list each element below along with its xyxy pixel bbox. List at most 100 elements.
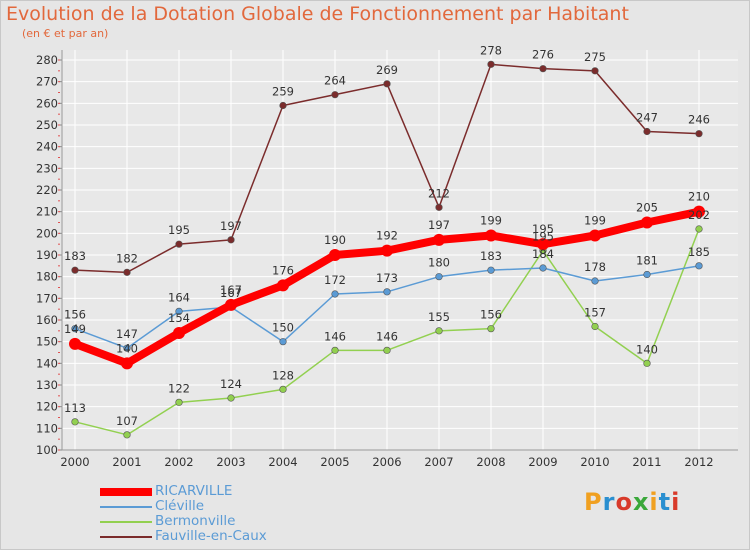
data-point xyxy=(175,307,183,315)
data-point xyxy=(695,262,703,270)
legend-swatch xyxy=(100,487,152,496)
y-tick-label: 110 xyxy=(36,421,58,435)
data-label: 113 xyxy=(64,401,86,415)
data-label: 183 xyxy=(480,249,502,263)
y-tick-label: 280 xyxy=(36,53,58,67)
data-point xyxy=(123,431,131,439)
data-label: 195 xyxy=(168,223,190,237)
data-point xyxy=(695,225,703,233)
data-point xyxy=(279,385,287,393)
data-label: 199 xyxy=(584,214,606,228)
x-tick-label: 2002 xyxy=(164,455,193,469)
data-label: 197 xyxy=(220,219,242,233)
legend-swatch xyxy=(100,535,152,538)
data-point xyxy=(487,325,495,333)
data-point xyxy=(643,270,651,279)
data-point xyxy=(539,264,547,272)
y-tick-label: 120 xyxy=(36,400,58,414)
data-point xyxy=(123,268,131,276)
logo-letter: o xyxy=(615,488,633,516)
data-point xyxy=(277,279,289,292)
logo-letter: P xyxy=(584,488,603,516)
data-label: 192 xyxy=(376,229,398,243)
data-label: 182 xyxy=(116,251,138,265)
data-label: 184 xyxy=(532,247,554,261)
y-tick-label: 200 xyxy=(36,226,58,240)
data-point xyxy=(383,288,391,296)
data-label: 156 xyxy=(64,308,86,322)
x-tick-label: 2001 xyxy=(112,455,141,469)
data-label: 269 xyxy=(376,63,398,77)
data-point xyxy=(487,266,495,274)
data-point xyxy=(693,205,705,218)
y-tick-label: 130 xyxy=(36,378,58,392)
data-point xyxy=(383,346,391,354)
data-point xyxy=(331,91,339,99)
y-tick-label: 100 xyxy=(36,443,58,457)
logo-letter: x xyxy=(632,488,650,516)
data-point xyxy=(227,394,235,402)
y-tick-label: 210 xyxy=(36,205,58,219)
data-point xyxy=(175,398,183,406)
data-label: 147 xyxy=(116,327,138,341)
y-tick-label: 150 xyxy=(36,335,58,349)
data-label: 210 xyxy=(688,190,710,204)
data-label: 190 xyxy=(324,233,346,247)
data-point xyxy=(487,60,495,68)
chart-title: Evolution de la Dotation Globale de Fonc… xyxy=(6,3,629,25)
data-label: 183 xyxy=(64,249,86,263)
data-label: 150 xyxy=(272,321,294,335)
x-tick-label: 2003 xyxy=(216,455,245,469)
data-point xyxy=(71,325,79,333)
data-point xyxy=(331,346,339,354)
data-point xyxy=(121,357,133,370)
data-label: 172 xyxy=(324,273,346,287)
data-label: 149 xyxy=(64,322,86,336)
data-label: 205 xyxy=(636,201,658,215)
data-label: 246 xyxy=(688,113,710,127)
data-label: 154 xyxy=(168,311,190,325)
data-point xyxy=(69,337,81,350)
data-point xyxy=(329,249,341,261)
legend-label: Bermonville xyxy=(155,513,236,529)
data-point xyxy=(435,273,443,281)
data-point xyxy=(591,67,599,75)
data-point xyxy=(227,236,235,244)
data-label: 146 xyxy=(324,329,346,343)
data-point xyxy=(71,266,79,274)
data-point xyxy=(643,127,651,136)
logo-letter: t xyxy=(658,488,672,516)
data-label: 124 xyxy=(220,377,242,391)
data-point xyxy=(591,322,599,331)
data-point xyxy=(641,216,653,229)
data-point xyxy=(279,338,287,346)
chart-subtitle: (en € et par an) xyxy=(22,27,109,40)
data-label: 176 xyxy=(272,263,294,277)
data-point xyxy=(279,101,287,110)
y-tick-label: 160 xyxy=(36,313,58,327)
data-label: 199 xyxy=(480,214,502,228)
logo-letter: r xyxy=(602,488,616,516)
data-label: 164 xyxy=(168,290,190,304)
data-label: 156 xyxy=(480,308,502,322)
data-point xyxy=(695,130,703,138)
data-point xyxy=(173,327,185,339)
data-label: 264 xyxy=(324,74,346,88)
data-label: 181 xyxy=(636,254,658,268)
data-point xyxy=(643,359,651,367)
data-point xyxy=(539,65,547,73)
logo-letter: i xyxy=(671,488,681,516)
x-tick-label: 2000 xyxy=(60,455,89,469)
data-label: 122 xyxy=(168,381,190,395)
data-label: 140 xyxy=(636,342,658,356)
data-label: 173 xyxy=(376,271,398,285)
x-tick-label: 2011 xyxy=(632,455,661,469)
data-label: 212 xyxy=(428,186,450,200)
data-point xyxy=(433,233,445,246)
data-point xyxy=(591,277,599,285)
data-label: 185 xyxy=(688,245,710,259)
y-tick-label: 140 xyxy=(36,356,58,370)
data-label: 155 xyxy=(428,310,450,324)
legend-label: Cléville xyxy=(155,498,205,514)
